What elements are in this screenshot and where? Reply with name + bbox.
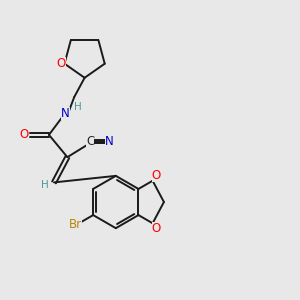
Text: C: C	[86, 135, 94, 148]
Text: O: O	[152, 222, 161, 235]
Text: Br: Br	[68, 218, 82, 231]
Text: N: N	[61, 107, 70, 120]
Text: O: O	[20, 128, 28, 141]
Text: H: H	[74, 102, 82, 112]
Text: O: O	[56, 57, 66, 70]
Text: H: H	[40, 180, 48, 190]
Text: O: O	[152, 169, 161, 182]
Text: N: N	[105, 135, 113, 148]
